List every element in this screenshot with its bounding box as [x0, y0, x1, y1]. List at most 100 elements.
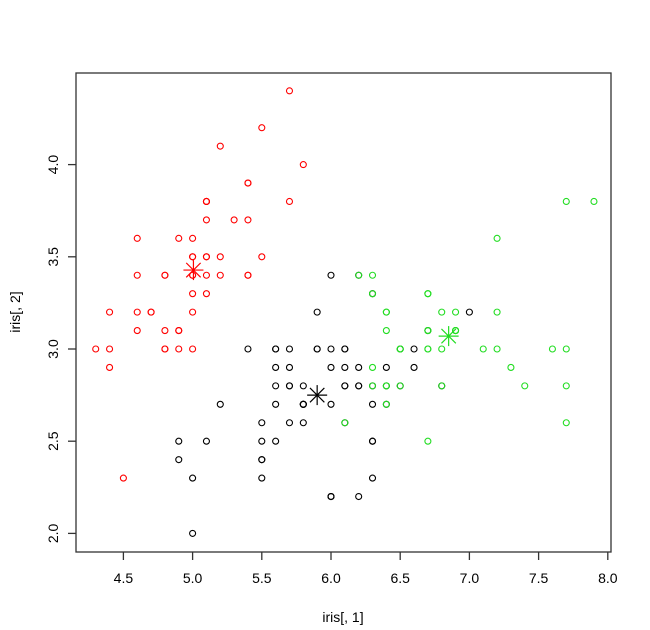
data-point: [465, 308, 473, 316]
data-point: [189, 308, 197, 316]
data-point: [106, 345, 114, 353]
data-point: [493, 234, 501, 242]
data-point: [92, 345, 100, 353]
cluster-center-asterisk-icon: [183, 260, 204, 281]
x-tick-label: 5.5: [252, 570, 272, 586]
data-point: [368, 474, 377, 482]
data-point: [299, 161, 307, 169]
data-point: [507, 363, 515, 371]
data-point: [133, 271, 141, 279]
data-point: [438, 308, 446, 316]
data-point: [189, 474, 197, 482]
data-point: [313, 308, 321, 316]
data-point: [313, 345, 321, 353]
data-point: [147, 308, 155, 316]
data-point: [285, 382, 294, 390]
x-axis: 4.5 5.0 5.5 6.0 6.5 7.0 7.5 8.0: [114, 552, 618, 586]
data-point: [452, 327, 460, 335]
y-tick-label: 3.5: [45, 247, 61, 267]
data-point: [327, 492, 335, 501]
data-point: [368, 363, 377, 371]
data-point: [258, 124, 266, 132]
data-point: [161, 327, 169, 335]
data-point: [285, 345, 294, 353]
data-point: [396, 382, 404, 390]
data-point: [202, 197, 210, 206]
data-point: [230, 216, 238, 224]
data-point: [382, 363, 390, 371]
data-point: [175, 437, 183, 445]
data-point: [272, 382, 280, 390]
y-tick-label: 4.0: [45, 155, 61, 175]
data-point: [299, 419, 307, 427]
data-point: [216, 271, 224, 279]
data-point: [368, 290, 377, 298]
data-point: [244, 179, 252, 187]
data-point: [189, 234, 197, 242]
y-axis: 2.0 2.5 3.0 3.5 4.0: [45, 155, 76, 543]
y-tick-label: 2.0: [45, 523, 61, 543]
data-point: [382, 327, 390, 335]
y-tick-label: 2.5: [45, 431, 61, 451]
data-point: [562, 419, 570, 427]
data-point: [202, 271, 210, 279]
data-point: [479, 345, 487, 353]
data-point: [438, 345, 446, 353]
data-point: [161, 271, 169, 279]
data-point: [216, 253, 224, 261]
data-point: [272, 437, 280, 445]
data-point: [368, 382, 377, 390]
data-point: [452, 308, 460, 316]
data-point: [202, 290, 210, 298]
data-point: [272, 363, 280, 371]
cluster-center-asterisk-icon: [438, 326, 459, 347]
data-point: [424, 327, 432, 335]
data-point: [189, 290, 197, 298]
data-point: [258, 437, 266, 445]
data-point: [244, 345, 252, 353]
data-point: [285, 419, 294, 427]
data-point: [355, 271, 363, 279]
data-point: [258, 253, 266, 261]
data-point: [216, 400, 224, 408]
data-point: [189, 271, 197, 279]
data-point: [562, 345, 570, 353]
data-point: [258, 474, 266, 482]
data-point: [493, 308, 501, 316]
data-point: [355, 492, 363, 501]
x-tick-label: 8.0: [598, 570, 618, 586]
data-point: [244, 271, 252, 279]
data-point: [299, 382, 307, 390]
data-point: [285, 197, 294, 206]
x-tick-label: 7.0: [460, 570, 480, 586]
data-point: [341, 382, 349, 390]
data-point: [424, 290, 432, 298]
data-point: [368, 271, 377, 279]
x-axis-title: iris[, 1]: [322, 609, 363, 625]
data-point: [244, 216, 252, 224]
data-point: [382, 382, 390, 390]
data-point: [410, 345, 418, 353]
cluster-center-asterisk-icon: [307, 385, 328, 406]
data-point: [106, 308, 114, 316]
data-point: [341, 345, 349, 353]
data-point: [382, 400, 390, 408]
data-point: [189, 253, 197, 261]
data-point: [175, 327, 183, 335]
data-point: [189, 529, 197, 537]
data-point: [175, 456, 183, 464]
data-point: [175, 234, 183, 242]
data-point: [368, 437, 377, 445]
data-point: [272, 400, 280, 408]
data-point: [133, 234, 141, 242]
data-point: [327, 345, 335, 353]
data-point: [258, 419, 266, 427]
x-tick-label: 7.5: [529, 570, 549, 586]
data-point: [424, 437, 432, 445]
data-point: [106, 363, 114, 371]
x-tick-label: 4.5: [114, 570, 134, 586]
data-point: [493, 345, 501, 353]
data-point: [285, 87, 294, 95]
x-tick-label: 6.5: [390, 570, 410, 586]
data-point: [355, 382, 363, 390]
